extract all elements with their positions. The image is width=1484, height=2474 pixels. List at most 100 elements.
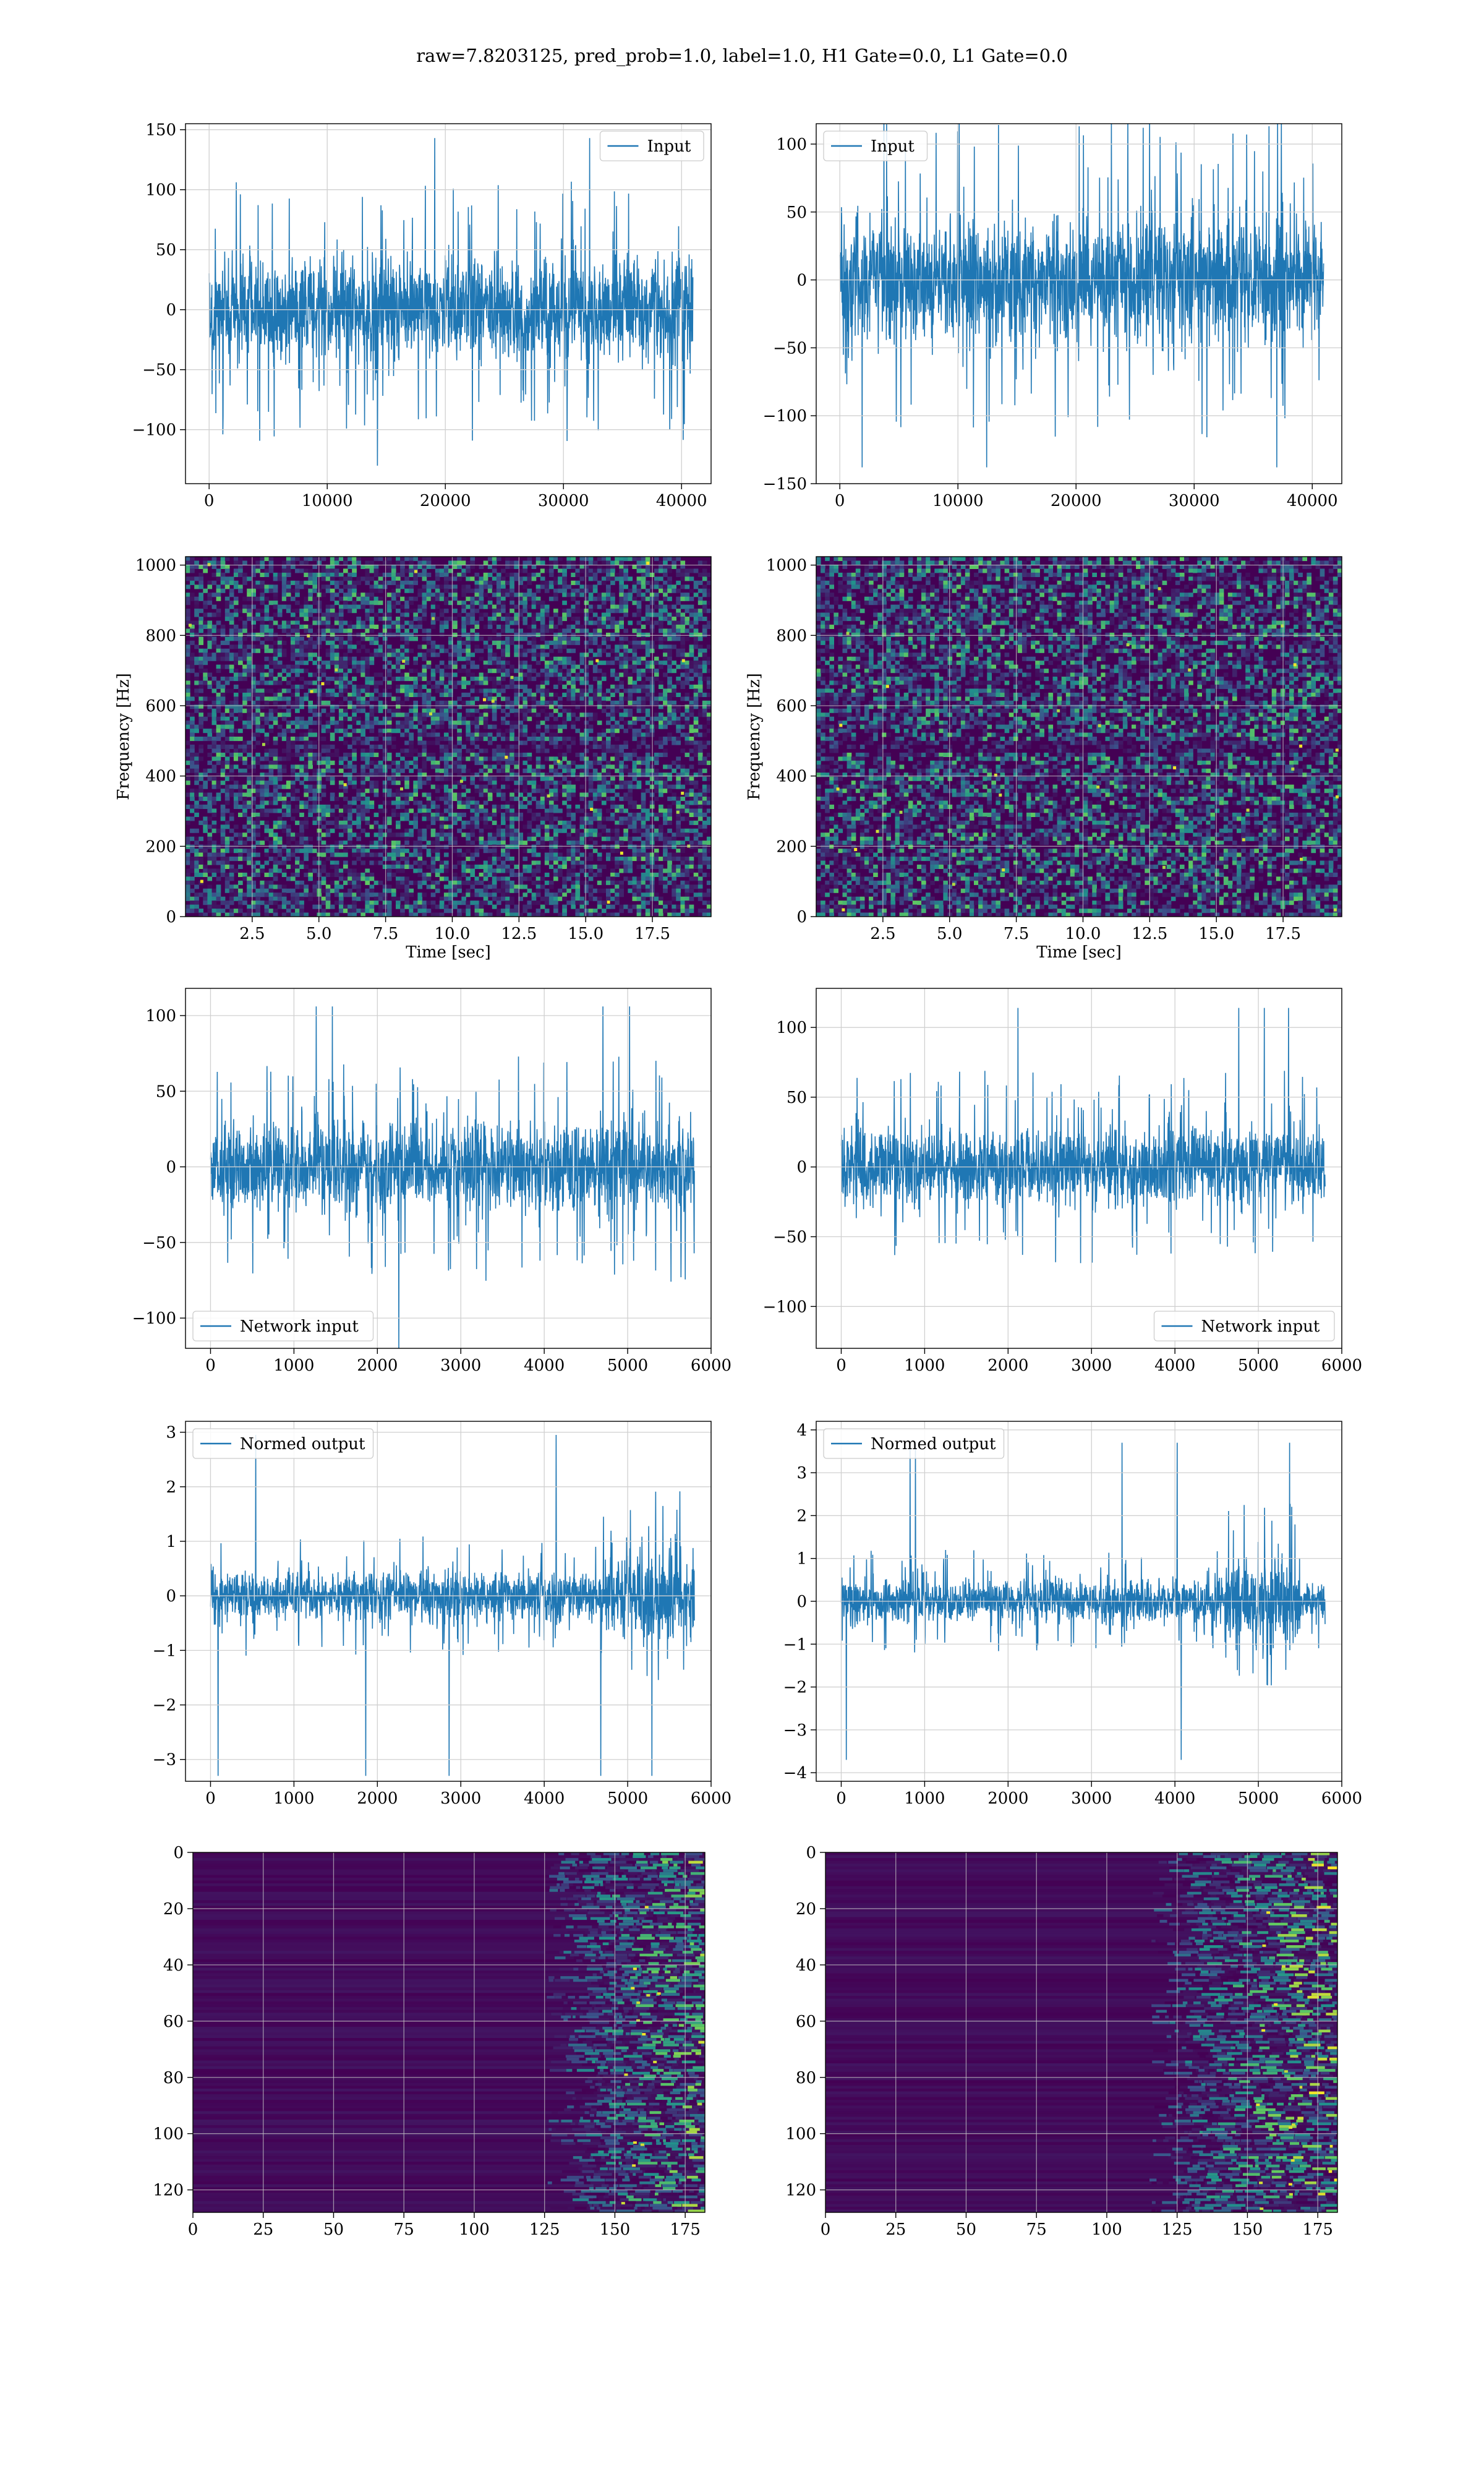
heatmap-cell <box>479 688 484 693</box>
heatmap-cell <box>190 764 195 769</box>
heatmap-cell <box>264 604 270 609</box>
heatmap-cell <box>369 564 375 569</box>
heatmap-cell <box>286 888 291 893</box>
heatmap-cell <box>562 896 567 901</box>
heatmap-cell <box>548 700 554 705</box>
heatmap-cell <box>348 800 352 805</box>
heatmap-cell <box>273 872 278 877</box>
heatmap-cell <box>247 904 252 909</box>
heatmap-cell <box>260 804 265 809</box>
heatmap-cell <box>483 808 488 813</box>
heatmap-cell <box>386 684 392 689</box>
heatmap-cell <box>207 612 213 617</box>
heatmap-cell <box>291 836 296 841</box>
heatmap-cell <box>439 824 445 829</box>
heatmap-cell <box>286 909 291 914</box>
heatmap-cell <box>426 740 432 745</box>
heatmap-cell <box>439 756 445 761</box>
heatmap-cell <box>443 816 449 821</box>
heatmap-cell <box>527 868 532 873</box>
heatmap-cell <box>251 713 256 717</box>
heatmap-cell <box>386 820 392 825</box>
heatmap-cell <box>360 576 365 581</box>
heatmap-cell <box>356 836 361 841</box>
heatmap-cell <box>264 884 270 889</box>
heatmap-cell <box>369 584 375 589</box>
heatmap-cell <box>426 864 432 869</box>
heatmap-cell <box>571 721 576 726</box>
heatmap-cell <box>220 628 226 633</box>
heatmap-cell <box>229 677 234 682</box>
heatmap-cell <box>505 764 510 769</box>
heatmap-cell <box>348 604 352 609</box>
heatmap-cell <box>216 609 221 614</box>
heatmap-cell <box>211 800 217 805</box>
heatmap-cell <box>531 781 537 785</box>
heatmap-cell <box>540 557 545 562</box>
heatmap-cell <box>373 588 379 593</box>
heatmap-cell <box>553 692 558 697</box>
heatmap-cell <box>251 669 256 674</box>
heatmap-cell <box>413 557 418 562</box>
heatmap-cell <box>242 669 247 674</box>
heatmap-cell <box>224 612 230 617</box>
heatmap-cell <box>391 792 396 797</box>
heatmap-cell <box>501 776 506 781</box>
heatmap-cell <box>186 852 190 857</box>
heatmap-cell <box>474 901 480 905</box>
heatmap-cell <box>571 700 576 705</box>
heatmap-cell <box>365 713 370 717</box>
heatmap-cell <box>299 880 304 885</box>
heatmap-cell <box>479 588 484 593</box>
heatmap-cell <box>571 617 576 622</box>
heatmap-cell <box>304 836 309 841</box>
heatmap-cell <box>211 729 217 734</box>
heatmap-cell <box>220 557 226 562</box>
heatmap-cell <box>396 601 401 606</box>
heatmap-cell <box>453 584 458 589</box>
heatmap-cell <box>277 609 283 614</box>
heatmap-cell <box>527 696 532 701</box>
heatmap-cell <box>233 824 239 829</box>
heatmap-cell <box>352 860 357 865</box>
heatmap-cell <box>299 696 304 701</box>
heatmap-cell <box>229 784 234 789</box>
heatmap-cell <box>422 833 427 837</box>
heatmap-cell <box>194 768 199 773</box>
heatmap-cell <box>544 700 550 705</box>
heatmap-cell <box>264 792 270 797</box>
heatmap-cell <box>198 716 203 721</box>
heatmap-cell <box>544 857 550 862</box>
heatmap-cell <box>330 568 335 573</box>
heatmap-cell <box>400 688 405 693</box>
heatmap-cell <box>544 612 550 617</box>
heatmap-cell <box>505 812 510 817</box>
heatmap-cell <box>430 640 436 645</box>
heatmap-cell <box>479 864 484 869</box>
heatmap-cell <box>487 833 493 837</box>
heatmap-cell <box>304 737 309 742</box>
heatmap-cell <box>238 588 243 593</box>
heatmap-cell <box>487 797 493 802</box>
heatmap-cell <box>404 609 409 614</box>
heatmap-cell <box>492 656 497 661</box>
heatmap-cell <box>396 593 401 597</box>
heatmap-cell <box>216 664 221 669</box>
heatmap-cell <box>255 901 260 905</box>
heatmap-cell <box>409 904 414 909</box>
heatmap-cell <box>483 764 488 769</box>
heatmap-cell <box>312 868 318 873</box>
heatmap-cell <box>426 664 432 669</box>
heatmap-cell <box>378 721 383 726</box>
heatmap-cell <box>417 852 423 857</box>
heatmap-cell <box>207 732 213 737</box>
heatmap-cell <box>251 564 256 569</box>
heatmap-cell <box>194 680 199 685</box>
heatmap-cell <box>540 612 545 617</box>
heatmap-cell <box>558 828 563 833</box>
heatmap-cell <box>260 704 265 709</box>
heatmap-cell <box>558 640 563 645</box>
heatmap-cell <box>281 624 287 629</box>
heatmap-cell <box>247 892 252 897</box>
y-tick-label: 0 <box>796 272 807 290</box>
